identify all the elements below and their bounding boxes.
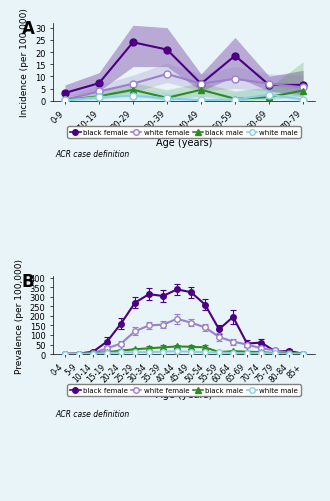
Legend: black female, white female, black male, white male: black female, white female, black male, … [67,127,301,138]
Y-axis label: Incidence (per 100,000): Incidence (per 100,000) [20,9,29,117]
Text: B: B [22,273,34,291]
X-axis label: Age (years): Age (years) [156,138,212,148]
Text: ACR case definition: ACR case definition [56,150,130,159]
Text: ACR case definition: ACR case definition [56,409,130,418]
X-axis label: Age (years): Age (years) [156,389,212,399]
Text: A: A [22,20,35,38]
Legend: black female, white female, black male, white male: black female, white female, black male, … [67,384,301,396]
Y-axis label: Prevalence (per 100,000): Prevalence (per 100,000) [15,258,24,373]
